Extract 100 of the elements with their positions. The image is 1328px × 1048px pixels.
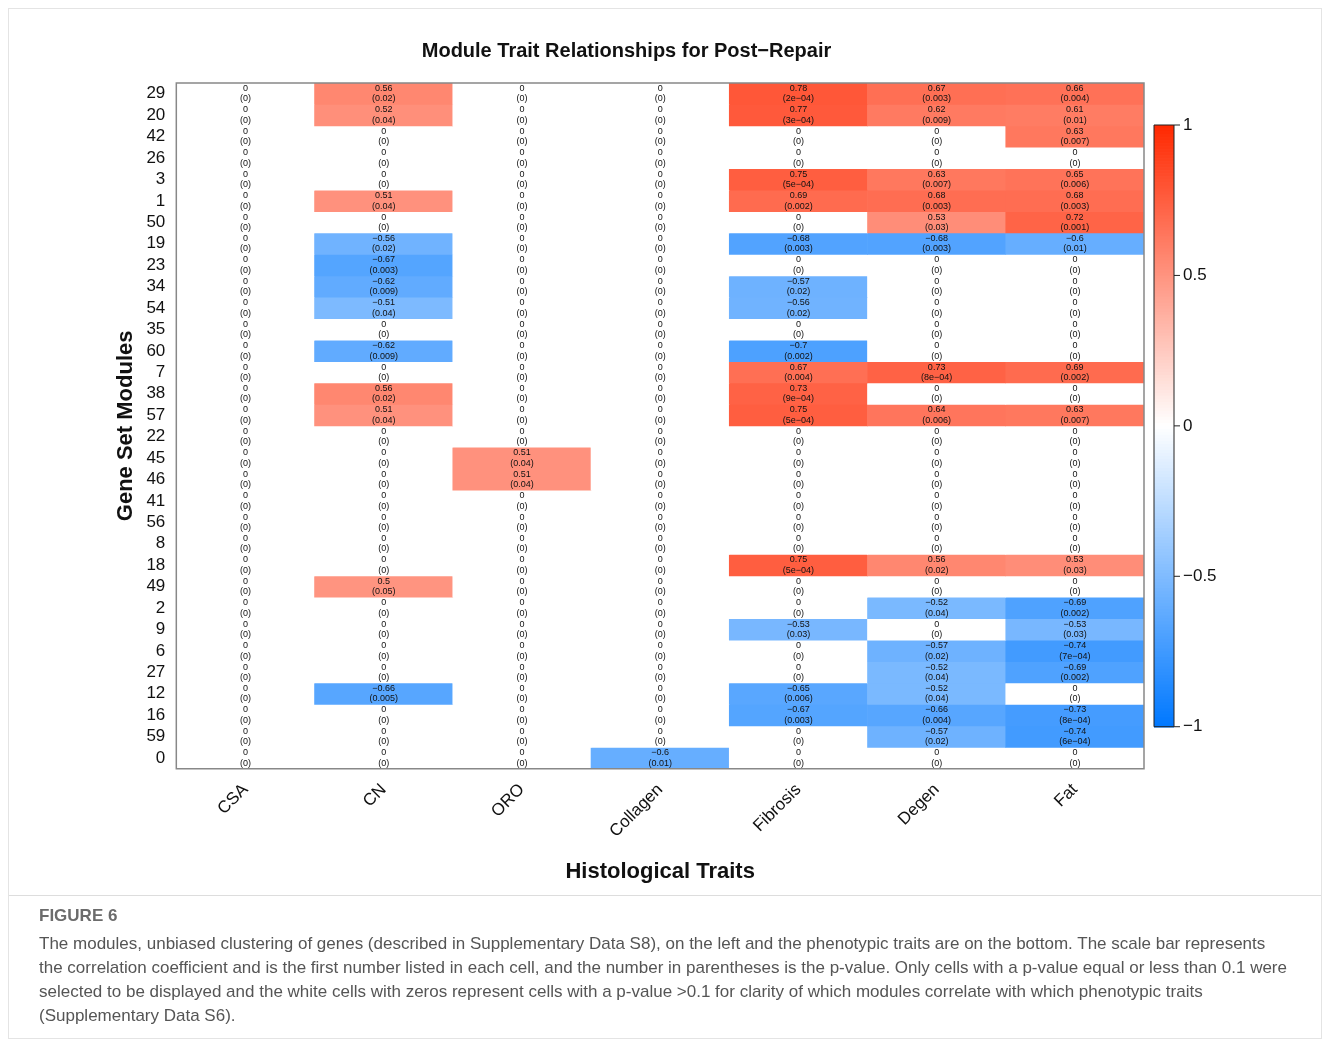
data-label: 0 (0) (239, 125, 251, 147)
data-label: 0 (0) (378, 661, 390, 683)
data-label: 0.51 (0.04) (510, 468, 534, 490)
data-label: 0 (0) (516, 104, 528, 125)
y-tick-label: 26 (146, 147, 166, 167)
data-label: 0 (0) (239, 725, 251, 747)
y-tick-label: 46 (146, 469, 166, 489)
data-label: 0 (0) (239, 318, 251, 340)
data-label: 0 (0) (792, 211, 804, 233)
data-label: 0 (0) (654, 404, 666, 425)
data-label: 0 (0) (239, 532, 251, 554)
data-label: 0.56 (0.02) (371, 382, 396, 404)
data-label: 0.56 (0.02) (924, 554, 949, 575)
data-label: 0.77 (3e−04) (782, 104, 815, 125)
data-label: 0 (0) (1069, 511, 1081, 533)
data-label: 0.72 (0.001) (1060, 211, 1090, 233)
data-label: 0.63 (0.007) (922, 168, 951, 190)
data-label: 0 (0) (1069, 340, 1081, 361)
data-label: 0.68 (0.003) (922, 190, 951, 211)
data-label: 0 (0) (516, 404, 528, 425)
y-tick-label: 27 (146, 661, 166, 681)
data-label: 0 (0) (516, 382, 528, 404)
x-axis-title: Histological Traits (565, 857, 755, 883)
y-tick-label: 45 (146, 447, 166, 467)
data-label: 0 (0) (516, 640, 528, 661)
text: The modules, unbiased clustering of genes (described in Supplementary Data S8), on the left and the phenotypic traits are on the bottom. The scale bar represents the correlation coefficient and is the first number listed in each cell, and the number in parentheses is the p-value. Only cells with a p-value equal or less than 0.1 were selected to be displayed and the white cells with zeros represent cells with a p-value >0.1 for clarity of which modules correlate with which phenotypic traits (Supplementary Data S6). (39, 934, 1287, 1025)
data-label: 0.67 (0.003) (922, 82, 951, 104)
data-label: 0 (0) (792, 725, 804, 747)
y-tick-label: 9 (155, 619, 166, 639)
data-label: 0 (0) (654, 532, 666, 554)
data-label: 0 (0) (654, 340, 666, 361)
data-label: 0 (0) (239, 254, 251, 275)
data-label: 0 (0) (239, 597, 251, 618)
data-label: 0.63 (0.007) (1060, 404, 1090, 425)
data-label: 0 (0) (654, 318, 666, 340)
data-label: 0 (0) (792, 597, 804, 618)
y-tick-label: 19 (146, 233, 166, 253)
data-label: −0.6 (0.01) (648, 747, 672, 768)
data-label: 0 (0) (1069, 254, 1081, 275)
data-label: 0 (0) (654, 511, 666, 533)
data-label: 0 (0) (792, 511, 804, 533)
y-tick-label: 2 (155, 597, 166, 617)
data-label: −0.68 (0.003) (784, 232, 813, 254)
data-label: 0 (0) (239, 682, 251, 704)
data-label: 0 (0) (516, 575, 528, 597)
data-label: 0 (0) (792, 254, 804, 275)
y-tick-label: 3 (155, 169, 166, 189)
y-tick-label: 29 (146, 83, 166, 103)
data-label: 0 (0) (516, 532, 528, 554)
x-tick-label: CSA (213, 779, 253, 818)
data-label: 0 (0) (654, 254, 666, 275)
data-label: −0.51 (0.04) (371, 297, 396, 318)
data-label: 0 (0) (792, 747, 804, 768)
data-label: 0 (0) (378, 640, 390, 661)
data-label: 0 (0) (1069, 425, 1081, 447)
data-label: 0 (0) (931, 382, 943, 404)
data-label: 0 (0) (516, 318, 528, 340)
data-label: −0.6 (0.01) (1063, 232, 1087, 254)
data-label: 0 (0) (1069, 468, 1081, 490)
data-label: 0 (0) (239, 447, 251, 468)
y-tick-label: 12 (146, 683, 166, 703)
data-label: 0 (0) (792, 147, 804, 168)
data-label: 0 (0) (931, 318, 943, 340)
data-label: 0 (0) (378, 147, 390, 168)
data-label: 0 (0) (239, 511, 251, 533)
y-tick-label: 8 (155, 533, 166, 553)
data-label: 0 (0) (654, 597, 666, 618)
data-label: 0 (0) (378, 447, 390, 468)
data-label: −0.53 (0.03) (786, 618, 811, 640)
y-tick-label: 0 (155, 747, 166, 767)
data-label: 0.68 (0.003) (1060, 190, 1090, 211)
data-label: −0.73 (8e−04) (1059, 704, 1091, 725)
data-label: 0.51 (0.04) (371, 190, 396, 211)
data-label: 0 (0) (654, 382, 666, 404)
data-label: 0 (0) (654, 725, 666, 747)
data-label: 0.56 (0.02) (371, 82, 396, 104)
data-label: 0 (0) (239, 361, 251, 383)
y-tick-label: 42 (146, 126, 166, 146)
data-label: 0 (0) (516, 297, 528, 318)
data-label: 0 (0) (654, 297, 666, 318)
data-label: 0 (0) (239, 575, 251, 597)
y-tick-label: 7 (155, 361, 166, 381)
color-bar-label: 0.5 (1183, 265, 1207, 285)
data-label: −0.74 (6e−04) (1059, 725, 1091, 747)
data-label: 0 (0) (654, 704, 666, 725)
data-label: 0 (0) (378, 125, 390, 147)
data-label: 0.67 (0.004) (784, 361, 813, 383)
data-label: −0.69 (0.002) (1060, 661, 1090, 683)
data-label: 0 (0) (516, 254, 528, 275)
data-label: 0 (0) (239, 147, 251, 168)
data-label: 0 (0) (654, 168, 666, 190)
data-label: 0 (0) (239, 554, 251, 575)
y-tick-label: 56 (146, 511, 166, 531)
data-label: 0 (0) (239, 640, 251, 661)
data-label: 0 (0) (378, 468, 390, 490)
data-label: 0 (0) (516, 597, 528, 618)
data-label: 0 (0) (516, 661, 528, 683)
data-label: 0 (0) (239, 618, 251, 640)
data-label: 0 (0) (654, 211, 666, 233)
y-tick-label: 35 (146, 319, 166, 339)
